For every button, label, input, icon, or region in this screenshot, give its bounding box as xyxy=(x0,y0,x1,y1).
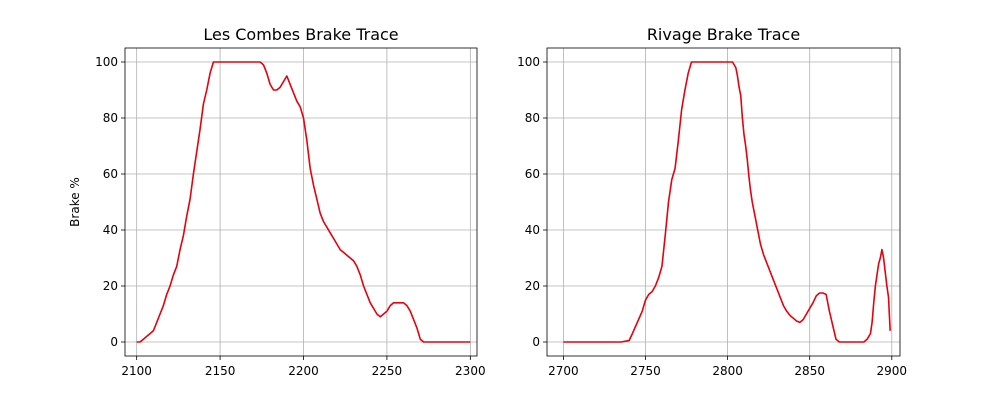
y-tick-label: 0 xyxy=(110,335,118,349)
x-tick-label: 2300 xyxy=(455,364,486,378)
x-tick-label: 2750 xyxy=(630,364,661,378)
chart-title: Les Combes Brake Trace xyxy=(203,25,398,44)
y-tick-label: 40 xyxy=(525,223,540,237)
x-tick-label: 2700 xyxy=(548,364,579,378)
y-tick-label: 60 xyxy=(525,167,540,181)
y-tick-label: 100 xyxy=(95,55,118,69)
grid xyxy=(547,48,900,356)
x-tick-label: 2800 xyxy=(712,364,743,378)
y-tick-label: 80 xyxy=(103,111,118,125)
x-tick-label: 2250 xyxy=(372,364,403,378)
y-tick-label: 80 xyxy=(525,111,540,125)
grid xyxy=(125,48,477,356)
brake-trace-line xyxy=(136,61,471,343)
chart-panel-les-combes: Les Combes Brake Trace Brake % 2100 2150 2… xyxy=(68,25,486,378)
y-tick-label: 40 xyxy=(103,223,118,237)
y-tick-label: 20 xyxy=(103,279,118,293)
x-tick-label: 2150 xyxy=(205,364,236,378)
chart-title: Rivage Brake Trace xyxy=(647,25,800,44)
brake-trace-line xyxy=(563,61,891,343)
x-tick-label: 2850 xyxy=(794,364,825,378)
plot-frame xyxy=(124,47,478,357)
y-tick-label: 20 xyxy=(525,279,540,293)
x-tick-label: 2900 xyxy=(877,364,908,378)
chart-panel-rivage: Rivage Brake Trace 2700 2750 2800 2850 2900 0… xyxy=(517,25,907,378)
y-tick-label: 0 xyxy=(532,335,540,349)
x-tick-label: 2100 xyxy=(121,364,152,378)
x-tick-label: 2200 xyxy=(288,364,319,378)
y-tick-label: 100 xyxy=(517,55,540,69)
plot-frame xyxy=(546,47,901,357)
y-tick-label: 60 xyxy=(103,167,118,181)
y-axis-label: Brake % xyxy=(68,177,82,227)
